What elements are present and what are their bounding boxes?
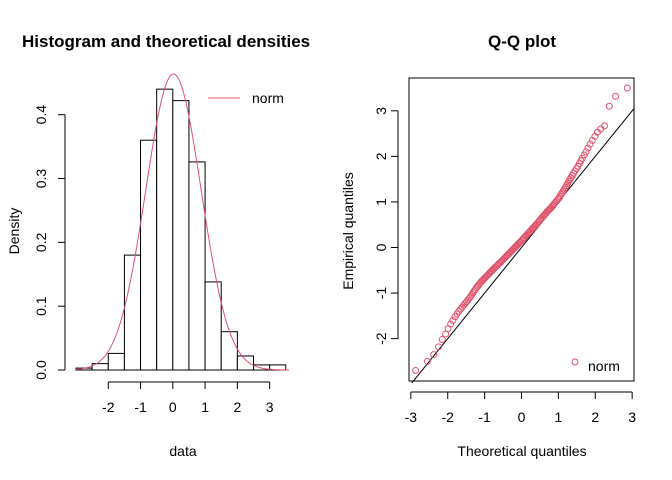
histogram-bar <box>156 88 174 371</box>
qq-point <box>444 325 452 333</box>
qq-point <box>600 122 608 130</box>
qq-point <box>582 148 590 156</box>
qq-point <box>423 357 431 365</box>
histogram-y-axis-label: Density <box>6 208 22 255</box>
qq-legend-marker <box>571 358 579 366</box>
qq-point <box>447 320 455 328</box>
y-tick-label: 0.4 <box>33 105 49 125</box>
x-tick-label: 1 <box>554 409 562 425</box>
qq-legend-label: norm <box>588 358 620 374</box>
qq-reference-line-group <box>411 108 634 383</box>
qq-x-axis-label: Theoretical quantiles <box>457 443 586 459</box>
histogram-bar <box>204 281 222 371</box>
histogram-bar <box>188 161 206 371</box>
histogram-bar <box>220 331 238 371</box>
x-tick-label: 3 <box>266 399 274 415</box>
qq-point <box>586 140 594 148</box>
qq-point <box>438 336 446 344</box>
qq-legend: norm <box>571 358 620 374</box>
histogram-x-axis: -2 -1 0 1 2 3 <box>102 381 274 415</box>
x-tick-label: -1 <box>478 409 491 425</box>
qq-title: Q-Q plot <box>488 32 556 51</box>
histogram-bars <box>75 88 287 371</box>
x-tick-label: -3 <box>405 409 418 425</box>
histogram-y-axis: 0.0 0.1 0.2 0.3 0.4 <box>33 105 66 380</box>
histogram-legend-label: norm <box>252 90 284 106</box>
x-tick-label: 2 <box>591 409 599 425</box>
qq-point <box>412 367 420 375</box>
qq-point <box>442 330 450 338</box>
y-tick-label: 0.0 <box>33 360 49 380</box>
qq-x-axis: -3 -2 -1 0 1 2 3 <box>405 391 636 425</box>
y-tick-label: 3 <box>373 107 389 115</box>
y-tick-label: 2 <box>373 152 389 160</box>
histogram-density-curve-group <box>76 73 289 371</box>
qq-point <box>605 102 613 110</box>
qq-point <box>612 92 620 100</box>
y-tick-label: 0.3 <box>33 169 49 189</box>
qq-point <box>435 343 443 351</box>
histogram-bar <box>107 352 125 371</box>
x-tick-label: -1 <box>134 399 147 415</box>
histogram-bar <box>172 100 190 371</box>
histogram-x-axis-label: data <box>169 443 196 459</box>
qq-point <box>449 316 457 324</box>
qq-reference-line <box>411 108 634 383</box>
y-tick-label: 1 <box>373 198 389 206</box>
histogram-panel: Histogram and theoretical densities data… <box>6 32 310 459</box>
x-tick-label: 0 <box>169 399 177 415</box>
histogram-title: Histogram and theoretical densities <box>22 32 310 51</box>
qq-panel: Q-Q plot Theoretical quantiles Empirical… <box>340 32 636 459</box>
y-tick-label: 0 <box>373 243 389 251</box>
qq-point <box>564 179 572 187</box>
qq-points <box>412 84 631 375</box>
histogram-legend: norm <box>208 90 284 106</box>
x-tick-label: 3 <box>628 409 636 425</box>
qq-point <box>623 84 631 92</box>
y-tick-label: -1 <box>373 287 389 300</box>
x-tick-label: -2 <box>442 409 455 425</box>
x-tick-label: 1 <box>201 399 209 415</box>
histogram-bar <box>236 355 254 371</box>
qq-point <box>560 185 568 193</box>
qq-plot-box <box>408 77 635 382</box>
qq-point <box>430 351 438 359</box>
qq-y-axis-label: Empirical quantiles <box>340 172 356 290</box>
density-curve-norm <box>76 73 289 371</box>
qq-point <box>561 183 569 191</box>
y-tick-label: 0.2 <box>33 232 49 252</box>
qq-point <box>565 177 573 185</box>
qq-point <box>556 192 564 200</box>
qq-point <box>555 194 563 202</box>
qq-point <box>558 189 566 197</box>
qq-point <box>557 191 565 199</box>
y-tick-label: -2 <box>373 332 389 345</box>
qq-point <box>468 290 476 298</box>
x-tick-label: -2 <box>102 399 115 415</box>
x-tick-label: 0 <box>518 409 526 425</box>
qq-point <box>515 240 523 248</box>
x-tick-label: 2 <box>233 399 241 415</box>
y-tick-label: 0.1 <box>33 296 49 316</box>
qq-y-axis: -2 -1 0 1 2 3 <box>373 107 399 345</box>
qq-point <box>559 187 567 195</box>
qq-point <box>584 144 592 152</box>
